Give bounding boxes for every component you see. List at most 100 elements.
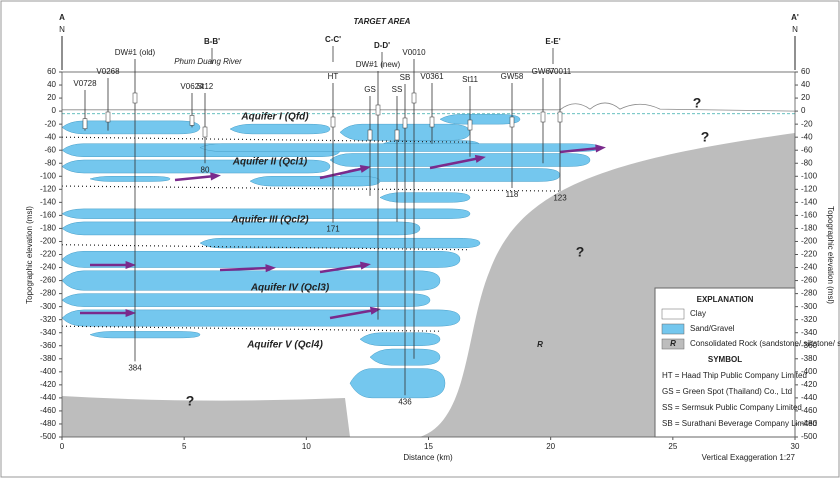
y-tick-label: -440 — [801, 393, 818, 402]
well-screen — [395, 130, 399, 140]
y-tick-label: -420 — [801, 380, 818, 389]
y-tick-label: -260 — [801, 276, 818, 285]
y-tick-label: -360 — [40, 341, 57, 350]
well-name: SB — [400, 73, 411, 82]
y-tick-label: -60 — [44, 145, 56, 154]
section-end: A — [59, 13, 65, 22]
y-tick-label: -340 — [40, 328, 57, 337]
legend-symbol-entry: HT = Haad Thip Public Company Limited — [662, 371, 807, 380]
unknown-mark: ? — [693, 95, 702, 111]
well-screen — [558, 112, 562, 122]
y-tick-label: -200 — [801, 237, 818, 246]
north: N — [59, 25, 65, 34]
legend-swatch — [662, 324, 684, 334]
aquifer-label: Aquifer V (Qcl4) — [246, 340, 323, 351]
y-tick-label: -240 — [40, 263, 57, 272]
y-tick-label: -160 — [801, 211, 818, 220]
well-depth: 123 — [553, 193, 567, 202]
y-tick-label: -80 — [44, 158, 56, 167]
y-tick-label: -200 — [40, 237, 57, 246]
well-name: V0011 — [549, 67, 572, 76]
note: Vertical Exaggeration 1:27 — [702, 453, 796, 462]
y-tick-label: -20 — [44, 119, 56, 128]
well-depth: 436 — [398, 397, 412, 406]
legend-title: SYMBOL — [708, 355, 742, 364]
rock-label: R — [537, 340, 543, 349]
y-tick-label: 40 — [801, 80, 810, 89]
well-name: GS — [364, 85, 376, 94]
y-tick-label: -280 — [40, 289, 57, 298]
legend-symbol-entry: SB = Surathani Beverage Company Limited — [662, 419, 817, 428]
title: TARGET AREA — [354, 17, 411, 26]
y-tick-label: -480 — [40, 419, 57, 428]
y-tick-label: -40 — [44, 132, 56, 141]
legend-title: EXPLANATION — [697, 295, 754, 304]
section-label: D-D' — [374, 41, 390, 50]
x-tick-label: 25 — [668, 442, 677, 451]
sand-lens — [250, 176, 380, 186]
y-tick-label: -260 — [40, 276, 57, 285]
y-tick-label: 60 — [801, 67, 810, 76]
x-tick-label: 20 — [546, 442, 555, 451]
y-tick-label: -100 — [801, 171, 818, 180]
y-tick-label: -180 — [40, 224, 57, 233]
sand-lens — [360, 333, 440, 346]
sand-lens — [90, 331, 200, 338]
y-tick-label: -440 — [40, 393, 57, 402]
aquifer-label: Aquifer III (Qcl2) — [230, 215, 309, 226]
y-tick-label: -320 — [40, 315, 57, 324]
well-name: V0728 — [73, 79, 97, 88]
well-depth: 171 — [326, 225, 340, 234]
y-tick-label: -160 — [40, 211, 57, 220]
sand-lens — [330, 153, 590, 166]
well-screen — [541, 112, 545, 122]
sand-lens — [200, 144, 600, 152]
well-screen — [331, 117, 335, 127]
x-tick-label: 5 — [182, 442, 187, 451]
unknown-mark: ? — [186, 393, 195, 409]
y-tick-label: -120 — [40, 184, 57, 193]
y-tick-label: -180 — [801, 224, 818, 233]
well-screen — [106, 112, 110, 122]
y-tick-label: -460 — [40, 406, 57, 415]
y-tick-label: -300 — [801, 302, 818, 311]
y-tick-label: 0 — [801, 106, 806, 115]
y-tick-label: -380 — [40, 354, 57, 363]
y-tick-label: -420 — [40, 380, 57, 389]
sand-lens — [62, 294, 430, 307]
y-tick-label: -380 — [801, 354, 818, 363]
x-tick-label: 15 — [424, 442, 433, 451]
section-label: C-C' — [325, 35, 341, 44]
y-tick-label: -400 — [40, 367, 57, 376]
unknown-mark: ? — [576, 244, 585, 260]
y-tick-label: -120 — [801, 184, 818, 193]
well-name: DW#1 (new) — [356, 60, 401, 69]
north: N — [792, 25, 798, 34]
y-tick-label: -20 — [801, 119, 813, 128]
sand-lens — [62, 121, 200, 134]
y-axis-label: Topographic elevation (msl) — [826, 206, 835, 304]
legend-symbol-entry: SS = Sermsuk Public Company Limited — [662, 403, 802, 412]
y-tick-label: 20 — [801, 93, 810, 102]
well-name: GW58 — [501, 72, 524, 81]
well-name: SS — [392, 85, 403, 94]
well-screen — [368, 130, 372, 140]
river: Phum Duang River — [174, 57, 242, 66]
page: 60604040202000-20-20-40-40-60-60-80-80-1… — [0, 0, 840, 478]
y-tick-label: 60 — [47, 67, 56, 76]
y-tick-label: -220 — [801, 250, 818, 259]
sand-lens — [230, 124, 330, 134]
aquifer-label: Aquifer I (Qfd) — [240, 112, 309, 123]
well-screen — [412, 93, 416, 103]
legend-symbol-entry: GS = Green Spot (Thailand) Co., Ltd — [662, 387, 792, 396]
well-name: St11 — [462, 75, 478, 84]
bedrock — [62, 396, 350, 437]
well-depth: 80 — [201, 165, 210, 174]
x-tick-label: 0 — [60, 442, 65, 451]
unknown-mark: ? — [701, 129, 710, 145]
well-name: HT — [328, 72, 339, 81]
well-depth: 118 — [506, 190, 519, 199]
y-tick-label: -240 — [801, 263, 818, 272]
section-label: B-B' — [204, 37, 220, 46]
aquifer-label: Aquifer IV (Qcl3) — [250, 283, 330, 294]
